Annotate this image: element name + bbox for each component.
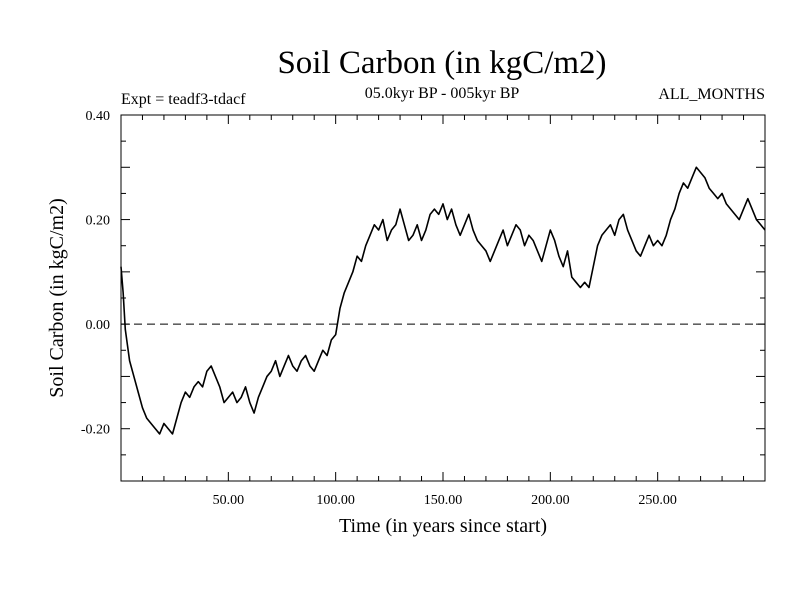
x-tick-label: 200.00 (531, 493, 570, 508)
x-tick-label: 250.00 (638, 493, 677, 508)
x-axis-label: Time (in years since start) (339, 515, 547, 537)
chart-subtitle: 05.0kyr BP - 005kyr BP (365, 85, 520, 102)
y-tick-label: 0.20 (86, 214, 111, 229)
y-tick-label: -0.20 (81, 423, 110, 438)
x-tick-label: 150.00 (424, 493, 463, 508)
experiment-label: Expt = teadf3-tdacf (121, 91, 246, 108)
series-line-0 (120, 166, 766, 435)
chart-title: Soil Carbon (in kgC/m2) (277, 45, 606, 81)
y-tick-label: 0.40 (86, 109, 111, 124)
months-label: ALL_MONTHS (658, 86, 765, 103)
y-tick-label: 0.00 (86, 318, 111, 333)
plot-frame (120, 114, 766, 482)
x-tick-label: 100.00 (316, 493, 355, 508)
x-tick-label: 50.00 (213, 493, 245, 508)
y-axis-label: Soil Carbon (in kgC/m2) (46, 198, 68, 397)
